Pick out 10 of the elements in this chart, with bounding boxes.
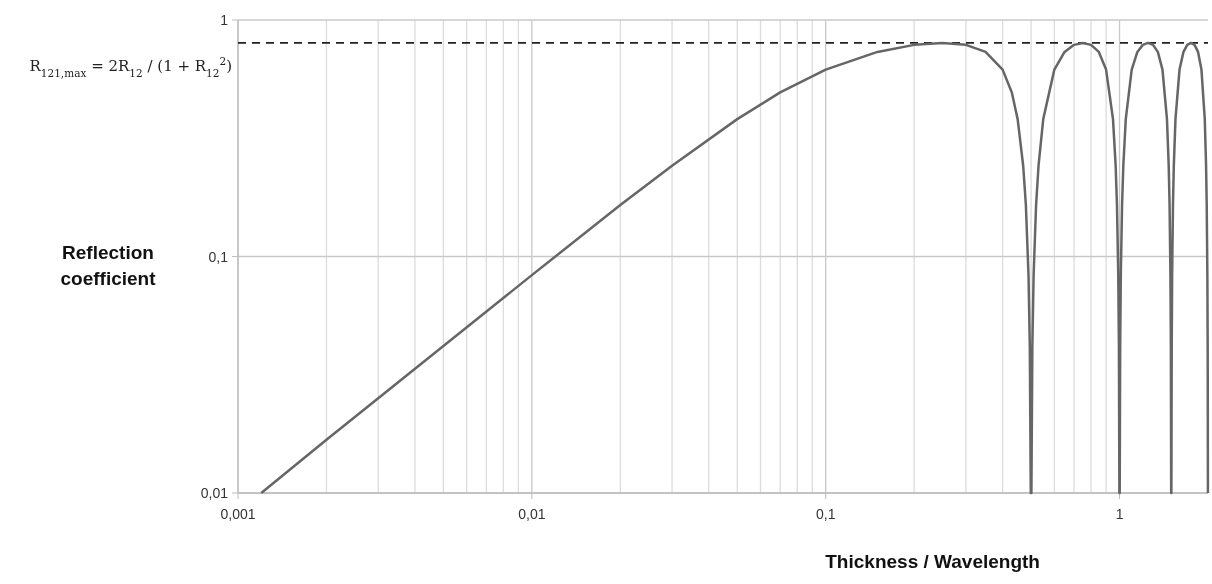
y-tick-label: 0,01	[200, 485, 229, 501]
x-tick-label: 1	[1115, 506, 1124, 522]
ref-line-label: R$_{121,max}$ = 2R$_{12}$ / (1 + R$_{12}$$^{2}$)	[29, 54, 232, 79]
x-tick-label: 0,01	[518, 506, 546, 522]
y-tick-label: 0,1	[208, 248, 229, 265]
y-tick-label: 1	[220, 12, 229, 28]
x-tick-label: 0,001	[220, 506, 256, 522]
y-axis-title: Reflection coefficient	[60, 241, 157, 289]
x-axis-title: Thickness / Wavelength	[825, 551, 1040, 572]
x-tick-label: 0,1	[815, 506, 836, 522]
